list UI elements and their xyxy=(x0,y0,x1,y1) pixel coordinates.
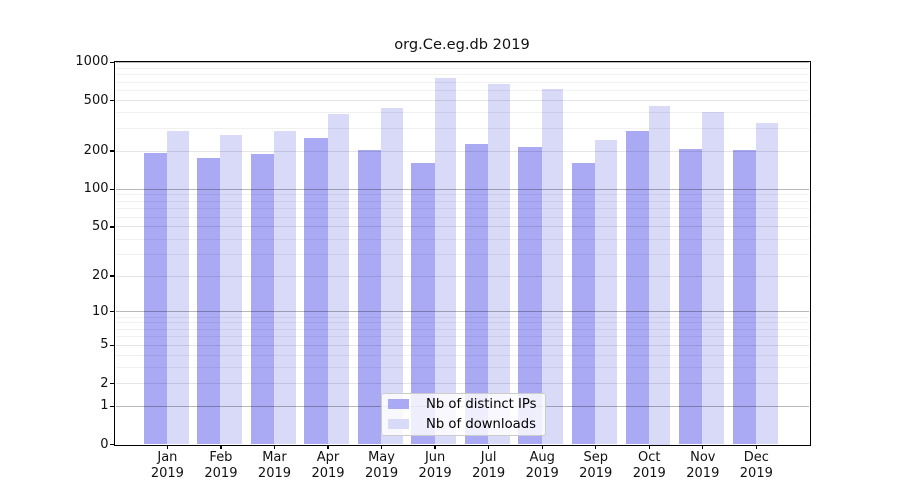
x-tick-label: Jun 2019 xyxy=(418,449,452,482)
x-tick-label: Jan 2019 xyxy=(150,449,184,482)
x-tick-label: Feb 2019 xyxy=(204,449,238,482)
y-tick-label: 2 xyxy=(100,375,109,391)
y-tick-label: 1 xyxy=(100,398,109,414)
y-tick-label: 0 xyxy=(100,436,109,452)
y-tick-label: 200 xyxy=(83,143,109,159)
y-tick-label: 1000 xyxy=(75,54,109,70)
plot-frame xyxy=(113,60,811,447)
x-tick-label: Sep 2019 xyxy=(579,449,613,482)
legend-item-distinct-ips: Nb of distinct IPs xyxy=(382,395,545,413)
legend-swatch-downloads-icon xyxy=(387,418,409,430)
x-tick-label: Mar 2019 xyxy=(257,449,292,482)
y-tick-label: 50 xyxy=(91,218,109,234)
x-tick-label: Nov 2019 xyxy=(686,449,720,482)
legend-item-downloads: Nb of downloads xyxy=(382,415,545,433)
legend-label-distinct-ips: Nb of distinct IPs xyxy=(426,396,537,412)
y-tick-label: 500 xyxy=(83,92,109,108)
y-tick-label: 20 xyxy=(91,268,109,284)
x-tick-label: Jul 2019 xyxy=(472,449,506,482)
x-tick-label: May 2019 xyxy=(365,449,399,482)
x-tick-label: Aug 2019 xyxy=(525,449,559,482)
y-tick-label: 10 xyxy=(91,303,109,319)
chart-title: org.Ce.eg.db 2019 xyxy=(394,36,530,53)
legend-label-downloads: Nb of downloads xyxy=(426,416,536,432)
legend-swatch-distinct-ips-icon xyxy=(387,398,409,410)
y-tick-label: 100 xyxy=(83,181,109,197)
x-tick-label: Apr 2019 xyxy=(311,449,345,482)
legend: Nb of distinct IPs Nb of downloads xyxy=(380,392,546,436)
x-tick-label: Dec 2019 xyxy=(739,449,773,482)
x-tick-label: Oct 2019 xyxy=(632,449,666,482)
y-tick-label: 5 xyxy=(100,337,109,353)
